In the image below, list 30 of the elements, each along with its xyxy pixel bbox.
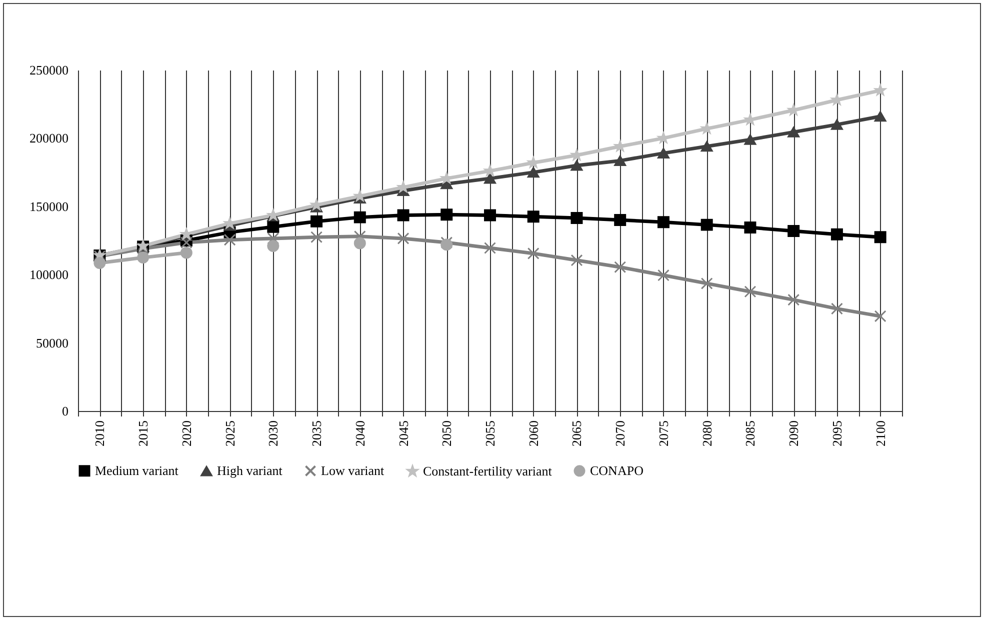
x-tick-label: 2055 <box>482 420 498 446</box>
x-tick-label: 2060 <box>526 420 541 446</box>
x-tick-label: 2090 <box>786 420 802 446</box>
legend-label: Constant-fertility variant <box>423 463 552 478</box>
x-tick-label: 2010 <box>92 420 108 446</box>
x-tick-label: 2015 <box>136 420 151 446</box>
x-tick-label: 2045 <box>396 420 411 446</box>
y-tick-label: 150000 <box>30 198 68 214</box>
x-tick-label: 2080 <box>699 420 714 446</box>
y-tick-label: 100000 <box>30 267 68 282</box>
y-tick-label: 0 <box>62 404 68 418</box>
legend-label: Medium variant <box>95 462 179 478</box>
legend-label: CONAPO <box>590 462 644 478</box>
x-tick-label: 2030 <box>266 420 281 446</box>
y-tick-label: 250000 <box>30 62 68 78</box>
x-tick-label: 2050 <box>439 420 454 446</box>
x-tick-label: 2100 <box>872 420 888 446</box>
x-tick-label: 2025 <box>222 420 238 446</box>
x-tick-label: 2065 <box>569 420 584 446</box>
x-tick-label: 2040 <box>352 420 368 446</box>
x-tick-label: 2075 <box>656 420 671 446</box>
x-tick-label: 2070 <box>612 420 628 446</box>
legend-label: Low variant <box>321 462 385 478</box>
x-tick-label: 2020 <box>178 420 194 446</box>
y-tick-label: 200000 <box>30 130 68 146</box>
legend-label: High variant <box>217 463 283 478</box>
x-tick-label: 2095 <box>829 420 844 446</box>
x-tick-label: 2035 <box>309 420 324 446</box>
y-tick-label: 50000 <box>36 335 68 350</box>
x-tick-label: 2085 <box>742 420 758 446</box>
